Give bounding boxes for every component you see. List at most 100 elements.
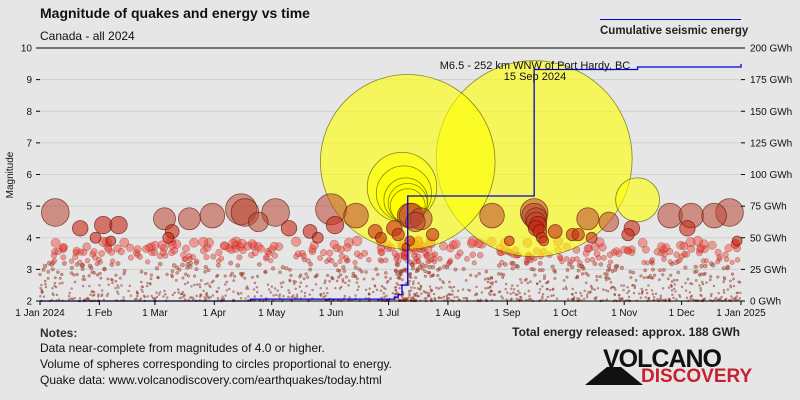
quake-point-small	[687, 244, 696, 253]
quake-point-small	[461, 267, 466, 272]
quake-point-small	[143, 271, 148, 276]
quake-point-small	[53, 281, 57, 285]
quake-point-small	[678, 293, 681, 297]
quake-point-small	[416, 287, 420, 290]
quake-point-small	[501, 297, 504, 300]
quake-point-small	[431, 273, 435, 278]
quake-point-small	[613, 268, 618, 272]
quake-point-small	[159, 244, 168, 253]
quake-point-small	[218, 255, 225, 262]
quake-point-small	[600, 254, 607, 261]
quake-point-small	[722, 288, 726, 292]
quake-point-small	[456, 295, 459, 299]
quake-point-small	[729, 279, 732, 283]
quake-point-small	[692, 270, 697, 274]
quake-point-small	[697, 273, 702, 277]
quake-point-small	[672, 287, 676, 291]
quake-point-small	[298, 285, 302, 288]
quake-point-small	[605, 298, 609, 301]
x-tick-label: 1 Sep	[494, 308, 521, 319]
quake-point-small	[294, 287, 297, 291]
quake-point-small	[88, 284, 91, 288]
quake-point-small	[438, 296, 441, 299]
quake-point-small	[324, 258, 330, 265]
quake-point-small	[385, 294, 388, 298]
quake-point-small	[332, 244, 341, 253]
quake-point-small	[376, 272, 380, 277]
quake-point-small	[570, 265, 575, 270]
quake-point-small	[75, 272, 79, 277]
y-tick-label: 9	[26, 75, 32, 86]
quake-point-small	[40, 283, 43, 287]
quake-point-small	[326, 291, 329, 295]
quake-point-small	[355, 281, 359, 284]
quake-point-small	[670, 285, 673, 288]
legend-energy-label: Cumulative seismic energy	[600, 25, 749, 37]
quake-circle	[109, 215, 128, 235]
quake-point-small	[565, 267, 570, 272]
quake-point-small	[181, 290, 185, 294]
quake-point-small	[574, 256, 580, 262]
quake-point-small	[266, 283, 270, 286]
quake-point-small	[303, 291, 307, 295]
quake-point-small	[245, 287, 248, 290]
quake-point-small	[55, 293, 59, 297]
quake-point-small	[461, 288, 465, 291]
quake-point-small	[484, 269, 489, 274]
quake-point-small	[582, 249, 590, 257]
quake-point-small	[541, 295, 544, 298]
quake-point-small	[67, 294, 71, 298]
quake-circle	[41, 198, 70, 227]
quake-point-small	[247, 295, 250, 298]
quake-point-small	[177, 291, 180, 294]
quake-point-small	[486, 277, 490, 281]
quake-point-small	[537, 260, 543, 266]
quake-point-small	[111, 281, 114, 285]
quake-point-small	[497, 263, 502, 268]
quake-point-small	[398, 287, 401, 290]
quake-point-small	[423, 253, 430, 260]
y-tick-label: 10	[21, 44, 33, 55]
quake-point-small	[51, 292, 54, 295]
quake-point-small	[598, 243, 607, 252]
quake-point-small	[672, 296, 675, 300]
y2-tick-label: 25 GWh	[750, 265, 787, 276]
y-tick-label: 4	[26, 233, 32, 244]
quake-point-small	[388, 277, 392, 281]
quake-point-small	[672, 278, 676, 282]
quake-point-small	[216, 297, 220, 300]
quake-point-small	[451, 289, 454, 293]
quake-point-small	[165, 272, 169, 277]
quake-point-small	[583, 244, 592, 253]
quake-point-small	[538, 288, 542, 291]
quake-point-small	[414, 276, 418, 280]
quake-point-small	[661, 243, 671, 252]
quake-point-small	[205, 297, 208, 300]
quake-point-small	[523, 278, 527, 282]
x-tick-label: 1 May	[258, 308, 285, 319]
quake-point-small	[379, 289, 383, 292]
quake-point-small	[661, 256, 667, 263]
quake-point-small	[128, 284, 131, 288]
quake-point-small	[509, 287, 513, 290]
quake-point-small	[572, 296, 576, 299]
quake-point-small	[395, 262, 400, 268]
quake-point-small	[69, 258, 75, 264]
quake-point-small	[319, 293, 323, 296]
quake-point-small	[246, 287, 250, 290]
quake-point-small	[661, 267, 666, 272]
quake-point-small	[446, 296, 449, 299]
quake-point-small	[231, 240, 241, 250]
quake-point-small	[109, 277, 113, 281]
quake-point-small	[674, 290, 677, 293]
quake-point-small	[661, 250, 668, 258]
quake-point-small	[604, 289, 608, 292]
quake-point-small	[151, 296, 155, 300]
quake-point-small	[499, 259, 505, 265]
quake-point-small	[272, 294, 275, 297]
quake-point-small	[595, 278, 599, 282]
quake-point-small	[39, 286, 42, 290]
quake-point-small	[364, 270, 368, 274]
quake-point-small	[357, 267, 362, 272]
quake-point-small	[69, 271, 74, 275]
